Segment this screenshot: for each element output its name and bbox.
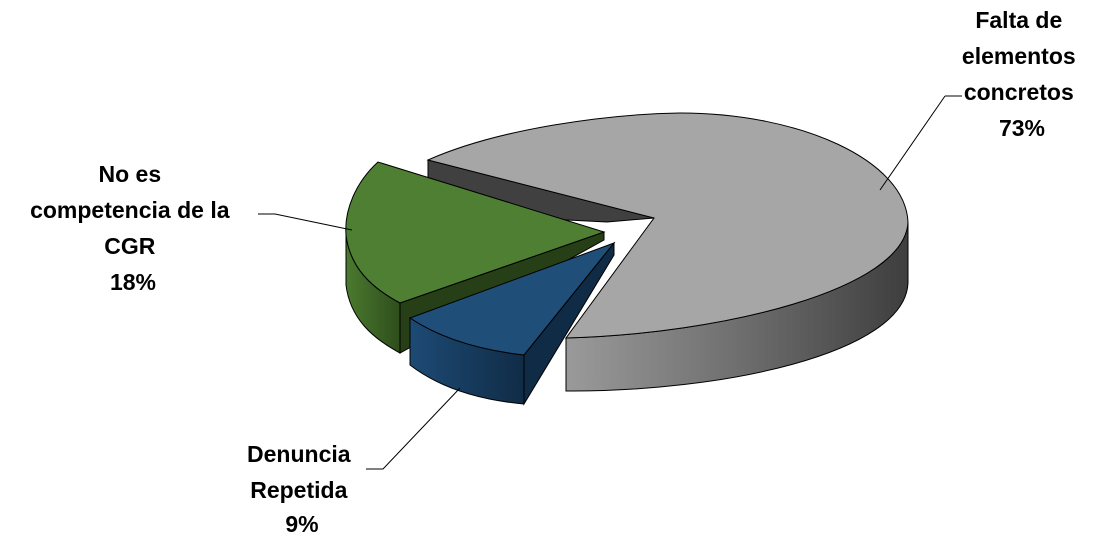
slice-no-es-top — [345, 161, 606, 304]
leader-falta — [879, 95, 962, 191]
label-no-es-line-1: No es — [98, 161, 161, 187]
slice-denuncia-top — [408, 241, 616, 356]
leader-no-es — [258, 213, 353, 231]
label-denuncia-percent: 9% — [285, 511, 318, 537]
label-falta-line-1: Falta de — [975, 7, 1062, 33]
label-falta-percent: 73% — [999, 115, 1045, 141]
slice-denuncia-repetida — [408, 241, 616, 406]
label-denuncia-line-1: Denuncia — [247, 441, 351, 467]
label-denuncia-line-2: Repetida — [250, 477, 347, 503]
label-falta-line-3: concretos — [964, 79, 1074, 105]
label-no-es-line-3: CGR — [104, 233, 156, 259]
slice-falta-top — [426, 112, 909, 339]
label-no-es-line-2: competencia de la — [30, 197, 230, 223]
label-falta-line-2: elementos — [962, 43, 1076, 69]
label-falta-de-elementos: Falta de elementos concretos 73% — [962, 7, 1082, 141]
label-denuncia-repetida: Denuncia Repetida 9% — [247, 441, 357, 537]
label-no-es-competencia: No es competencia de la CGR 18% — [30, 161, 236, 295]
leader-denuncia — [366, 387, 461, 470]
label-no-es-percent: 18% — [110, 269, 156, 295]
